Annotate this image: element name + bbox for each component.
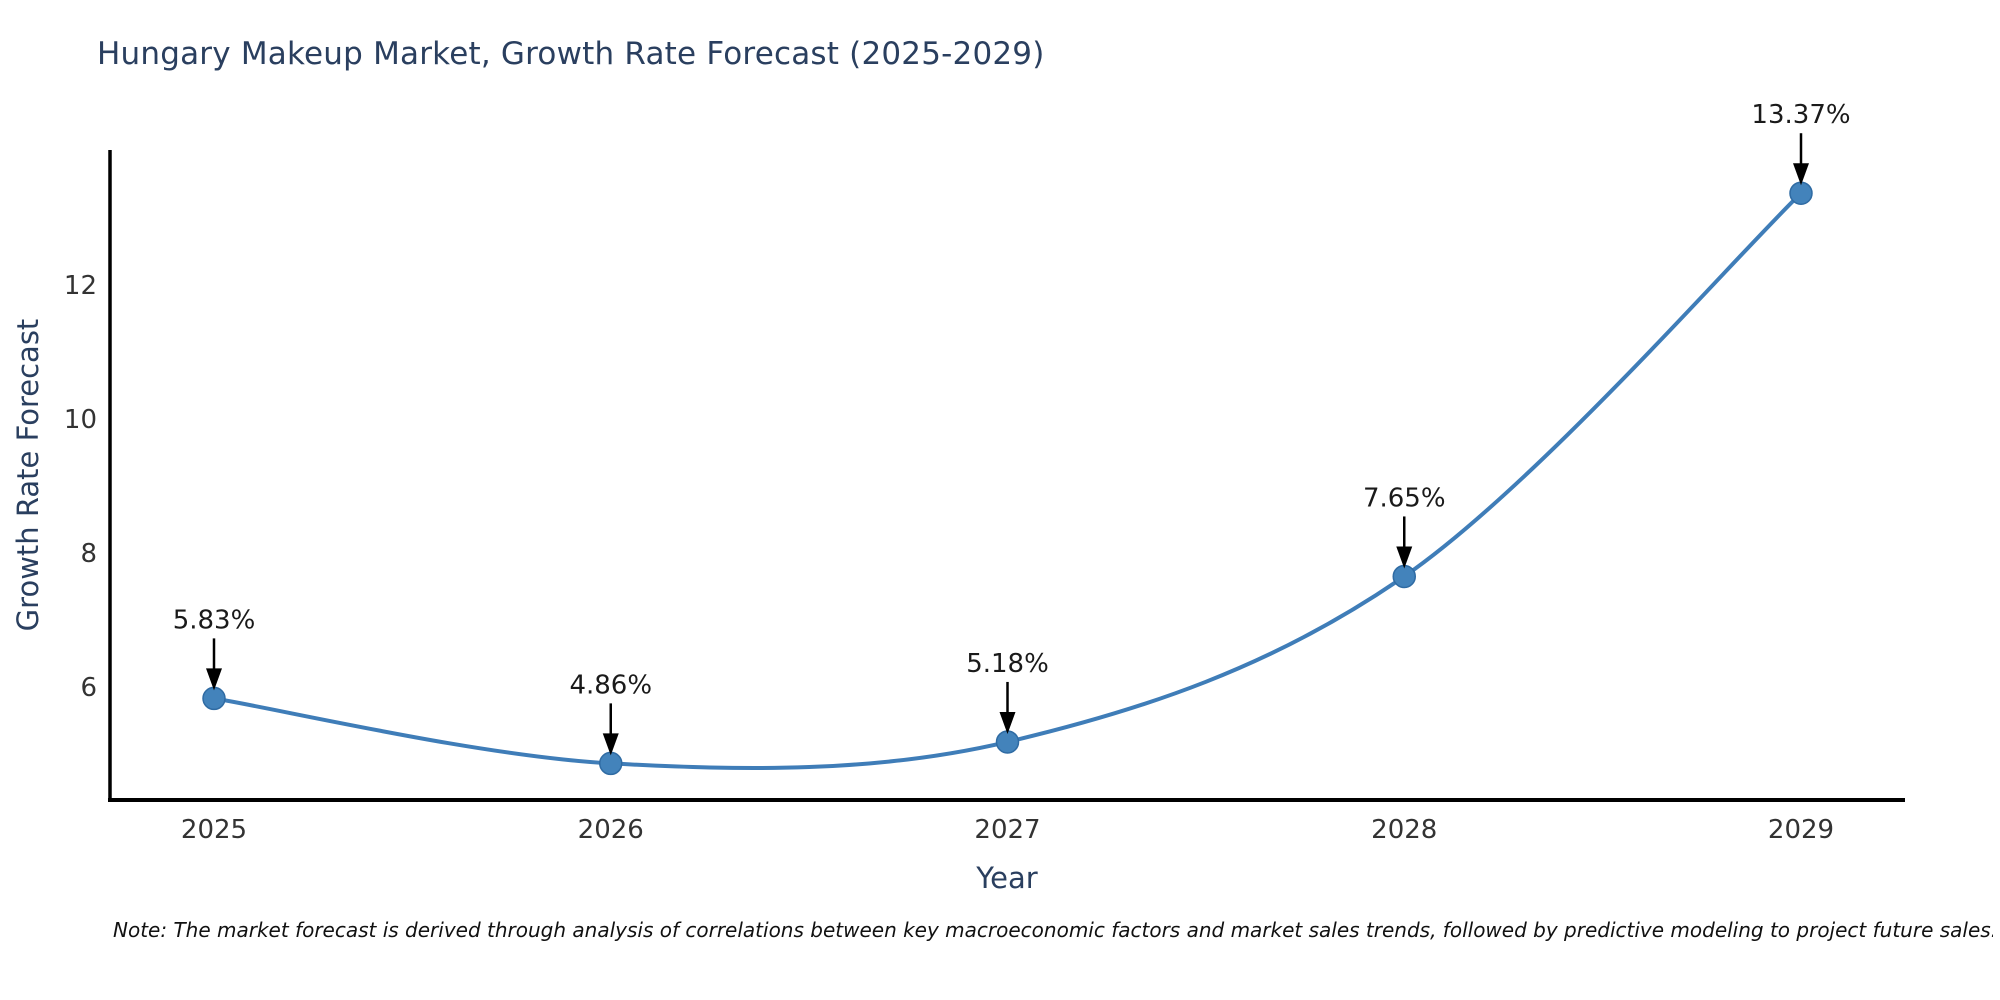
y-tick-label: 12 xyxy=(64,271,97,301)
data-point-2026 xyxy=(599,751,623,776)
x-tick-label: 2029 xyxy=(1768,815,1834,845)
point-value-label: 5.18% xyxy=(966,649,1049,679)
annotation-arrow-head xyxy=(206,668,222,691)
point-value-label: 7.65% xyxy=(1363,483,1446,513)
x-tick-label: 2025 xyxy=(181,815,247,845)
point-value-label: 5.83% xyxy=(173,605,256,635)
data-point-2028 xyxy=(1392,564,1416,589)
annotation-arrow-head xyxy=(1396,546,1413,569)
y-tick-label: 8 xyxy=(80,539,97,569)
footnote: Note: The market forecast is derived thr… xyxy=(113,918,1993,942)
data-point-2025 xyxy=(202,686,226,711)
annotations-layer: 5.83% 4.86% 5.18% 7.65% 13.37% xyxy=(173,100,1851,756)
data-point-2029 xyxy=(1789,181,1813,205)
annotation-arrow-head xyxy=(999,711,1016,734)
ticks-layer: 6 8 10 12 2025 2026 2027 2028 2029 xyxy=(64,271,1834,845)
point-value-label: 13.37% xyxy=(1751,100,1850,130)
y-tick-label: 6 xyxy=(80,673,97,703)
chart-title: Hungary Makeup Market, Growth Rate Forec… xyxy=(97,36,1045,72)
x-tick-label: 2028 xyxy=(1371,815,1437,845)
point-value-label: 4.86% xyxy=(569,670,652,700)
annotation-arrow-head xyxy=(1793,163,1809,186)
trend-line xyxy=(212,191,1803,770)
x-axis-title: Year xyxy=(975,861,1037,895)
annotation-arrow-head xyxy=(602,733,619,756)
y-tick-label: 10 xyxy=(64,405,97,435)
data-point-2027 xyxy=(995,730,1020,754)
axes-layer xyxy=(108,150,1905,802)
x-tick-label: 2026 xyxy=(578,815,644,845)
x-tick-label: 2027 xyxy=(974,815,1040,845)
y-axis-title: Growth Rate Forecast xyxy=(11,319,45,632)
